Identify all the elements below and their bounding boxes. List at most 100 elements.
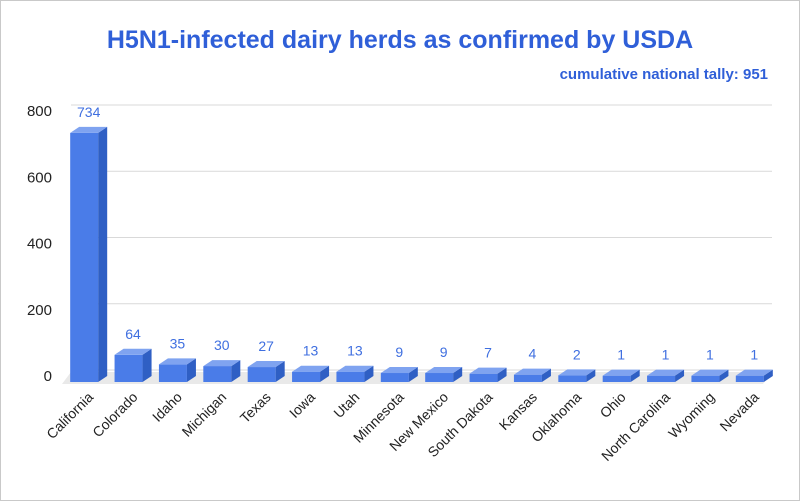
- bar-front: [158, 364, 187, 382]
- bar: [647, 369, 685, 382]
- bar-top: [691, 369, 729, 376]
- bar: [336, 365, 374, 382]
- bar-side: [98, 126, 108, 382]
- bar: [691, 369, 729, 382]
- bar: [558, 369, 596, 382]
- bar-top: [336, 365, 374, 372]
- bar-front: [602, 375, 631, 382]
- bar-top: [558, 369, 596, 376]
- data-label: 35: [170, 335, 186, 351]
- bar-side: [231, 360, 241, 382]
- bar-side: [186, 358, 196, 382]
- bar-side: [675, 369, 685, 382]
- bar-top: [247, 361, 285, 368]
- y-tick-label: 200: [27, 302, 52, 319]
- x-tick-label: California: [43, 389, 96, 442]
- bar-top: [469, 367, 507, 374]
- bar-front: [114, 354, 143, 382]
- bar-side: [630, 369, 640, 382]
- chart-subtitle: cumulative national tally: 951: [559, 66, 768, 83]
- bar-front: [469, 373, 498, 382]
- bar-front: [513, 374, 542, 382]
- data-label: 30: [214, 337, 230, 353]
- bar: [247, 361, 285, 382]
- bar-front: [203, 366, 232, 382]
- bar: [735, 369, 773, 382]
- x-tick-label: Michigan: [179, 389, 230, 440]
- bar-top: [114, 348, 152, 355]
- bar-side: [320, 365, 330, 382]
- y-tick-label: 800: [27, 103, 52, 120]
- data-label: 9: [395, 344, 403, 360]
- y-tick-label: 600: [27, 169, 52, 186]
- bar-top: [158, 358, 196, 365]
- bar-front: [558, 375, 587, 382]
- gridlines: [71, 104, 772, 371]
- bar: [425, 367, 463, 382]
- data-label: 64: [125, 326, 141, 342]
- bar-front: [735, 375, 764, 382]
- data-label: 9: [440, 344, 448, 360]
- data-labels: 734 64 35 30 27 13 13 9 9 7 4 2 1 1 1 1: [77, 104, 758, 363]
- bar-front: [691, 375, 720, 382]
- bar-front: [425, 373, 454, 382]
- data-label: 1: [750, 347, 758, 363]
- bar: [70, 126, 108, 382]
- bar-top: [513, 368, 551, 375]
- bar-top: [602, 369, 640, 376]
- x-tick-label: Texas: [237, 389, 274, 426]
- bar: [292, 365, 330, 382]
- bar: [158, 358, 196, 382]
- x-tick-label: Iowa: [286, 389, 318, 421]
- data-label: 13: [303, 343, 319, 359]
- bar-side: [453, 367, 463, 382]
- bar-side: [364, 365, 374, 382]
- bar: [203, 360, 241, 382]
- chart-title: H5N1-infected dairy herds as confirmed b…: [106, 26, 694, 54]
- x-tick-label: Idaho: [149, 389, 185, 425]
- bar-top: [735, 369, 773, 376]
- bar-top: [380, 367, 418, 374]
- data-label: 1: [617, 347, 625, 363]
- data-label: 13: [347, 343, 363, 359]
- bar: [513, 368, 551, 382]
- bar-top: [203, 360, 241, 367]
- x-tick-label: Utah: [330, 389, 362, 421]
- bar-side: [497, 367, 507, 382]
- y-tick-label: 0: [44, 368, 52, 385]
- bar-front: [70, 132, 99, 382]
- bar-front: [647, 375, 676, 382]
- bar-top: [647, 369, 685, 376]
- bar-side: [763, 369, 773, 382]
- bar-side: [408, 367, 418, 382]
- bars: [70, 126, 773, 382]
- bar-front: [380, 373, 409, 382]
- bar-top: [70, 126, 108, 133]
- y-tick-label: 400: [27, 236, 52, 253]
- x-tick-label: Colorado: [89, 389, 141, 441]
- data-label: 27: [258, 338, 274, 354]
- x-tick-label: Wyoming: [665, 389, 717, 441]
- x-tick-label: Kansas: [496, 389, 540, 433]
- x-tick-label: Ohio: [597, 389, 629, 421]
- bar-side: [541, 368, 551, 382]
- bar-front: [247, 367, 276, 382]
- bar-side: [275, 361, 285, 382]
- bar-front: [292, 371, 321, 382]
- bar-side: [142, 348, 152, 382]
- data-label: 1: [706, 347, 714, 363]
- bar: [602, 369, 640, 382]
- data-label: 734: [77, 104, 101, 120]
- bar-side: [719, 369, 729, 382]
- data-label: 7: [484, 345, 492, 361]
- bar: [114, 348, 152, 382]
- bar-top: [425, 367, 463, 374]
- bar-side: [586, 369, 596, 382]
- bar: [469, 367, 507, 382]
- y-axis-ticks: 0 200 400 600 800: [27, 103, 52, 385]
- data-label: 2: [573, 346, 581, 362]
- data-label: 4: [529, 346, 537, 362]
